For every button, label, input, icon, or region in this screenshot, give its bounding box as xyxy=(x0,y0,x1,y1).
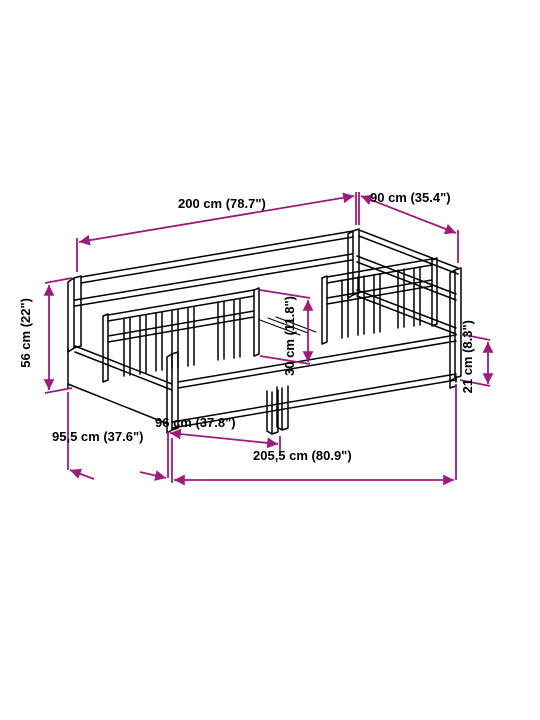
dim-left-depth: 95,5 cm (37.6") xyxy=(52,430,122,444)
dim-top-width: 90 cm (35.4") xyxy=(370,190,451,205)
diagram-container: 200 cm (78.7") 90 cm (35.4") 56 cm (22")… xyxy=(0,0,540,720)
dim-bot-half: 96 cm (37.8") xyxy=(155,415,236,430)
dim-left-height: 56 cm (22") xyxy=(18,298,33,368)
dim-bot-full: 205,5 cm (80.9") xyxy=(253,448,352,463)
dim-right-small: 21 cm (8.3") xyxy=(460,320,475,393)
bed-frame-group xyxy=(68,229,461,434)
bed-drawing xyxy=(0,0,540,720)
dim-top-length: 200 cm (78.7") xyxy=(178,196,266,211)
dim-mid-rail: 30 cm (11.8") xyxy=(282,296,297,376)
